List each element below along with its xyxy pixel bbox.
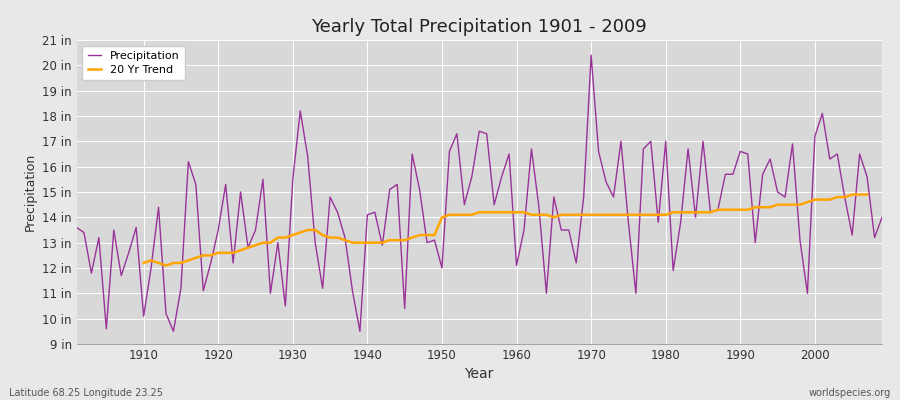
20 Yr Trend xyxy=(548,215,559,220)
20 Yr Trend xyxy=(205,253,216,258)
Precipitation xyxy=(518,228,529,232)
20 Yr Trend xyxy=(489,210,500,215)
Precipitation xyxy=(347,288,358,293)
20 Yr Trend xyxy=(847,192,858,197)
20 Yr Trend xyxy=(160,263,171,268)
Line: 20 Yr Trend: 20 Yr Trend xyxy=(144,194,867,266)
Legend: Precipitation, 20 Yr Trend: Precipitation, 20 Yr Trend xyxy=(82,46,185,80)
Precipitation xyxy=(168,329,179,334)
20 Yr Trend xyxy=(861,192,872,197)
Line: Precipitation: Precipitation xyxy=(76,55,882,331)
Precipitation xyxy=(302,154,313,159)
Precipitation xyxy=(877,215,887,220)
Title: Yearly Total Precipitation 1901 - 2009: Yearly Total Precipitation 1901 - 2009 xyxy=(311,18,647,36)
X-axis label: Year: Year xyxy=(464,368,494,382)
Y-axis label: Precipitation: Precipitation xyxy=(23,153,37,231)
20 Yr Trend xyxy=(139,260,149,265)
Precipitation xyxy=(586,53,597,58)
Precipitation xyxy=(71,225,82,230)
Precipitation xyxy=(616,139,626,144)
20 Yr Trend xyxy=(191,256,202,260)
Text: worldspecies.org: worldspecies.org xyxy=(809,388,891,398)
20 Yr Trend xyxy=(600,212,611,217)
Text: Latitude 68.25 Longitude 23.25: Latitude 68.25 Longitude 23.25 xyxy=(9,388,163,398)
Precipitation xyxy=(130,225,141,230)
20 Yr Trend xyxy=(698,210,708,215)
Precipitation xyxy=(511,263,522,268)
